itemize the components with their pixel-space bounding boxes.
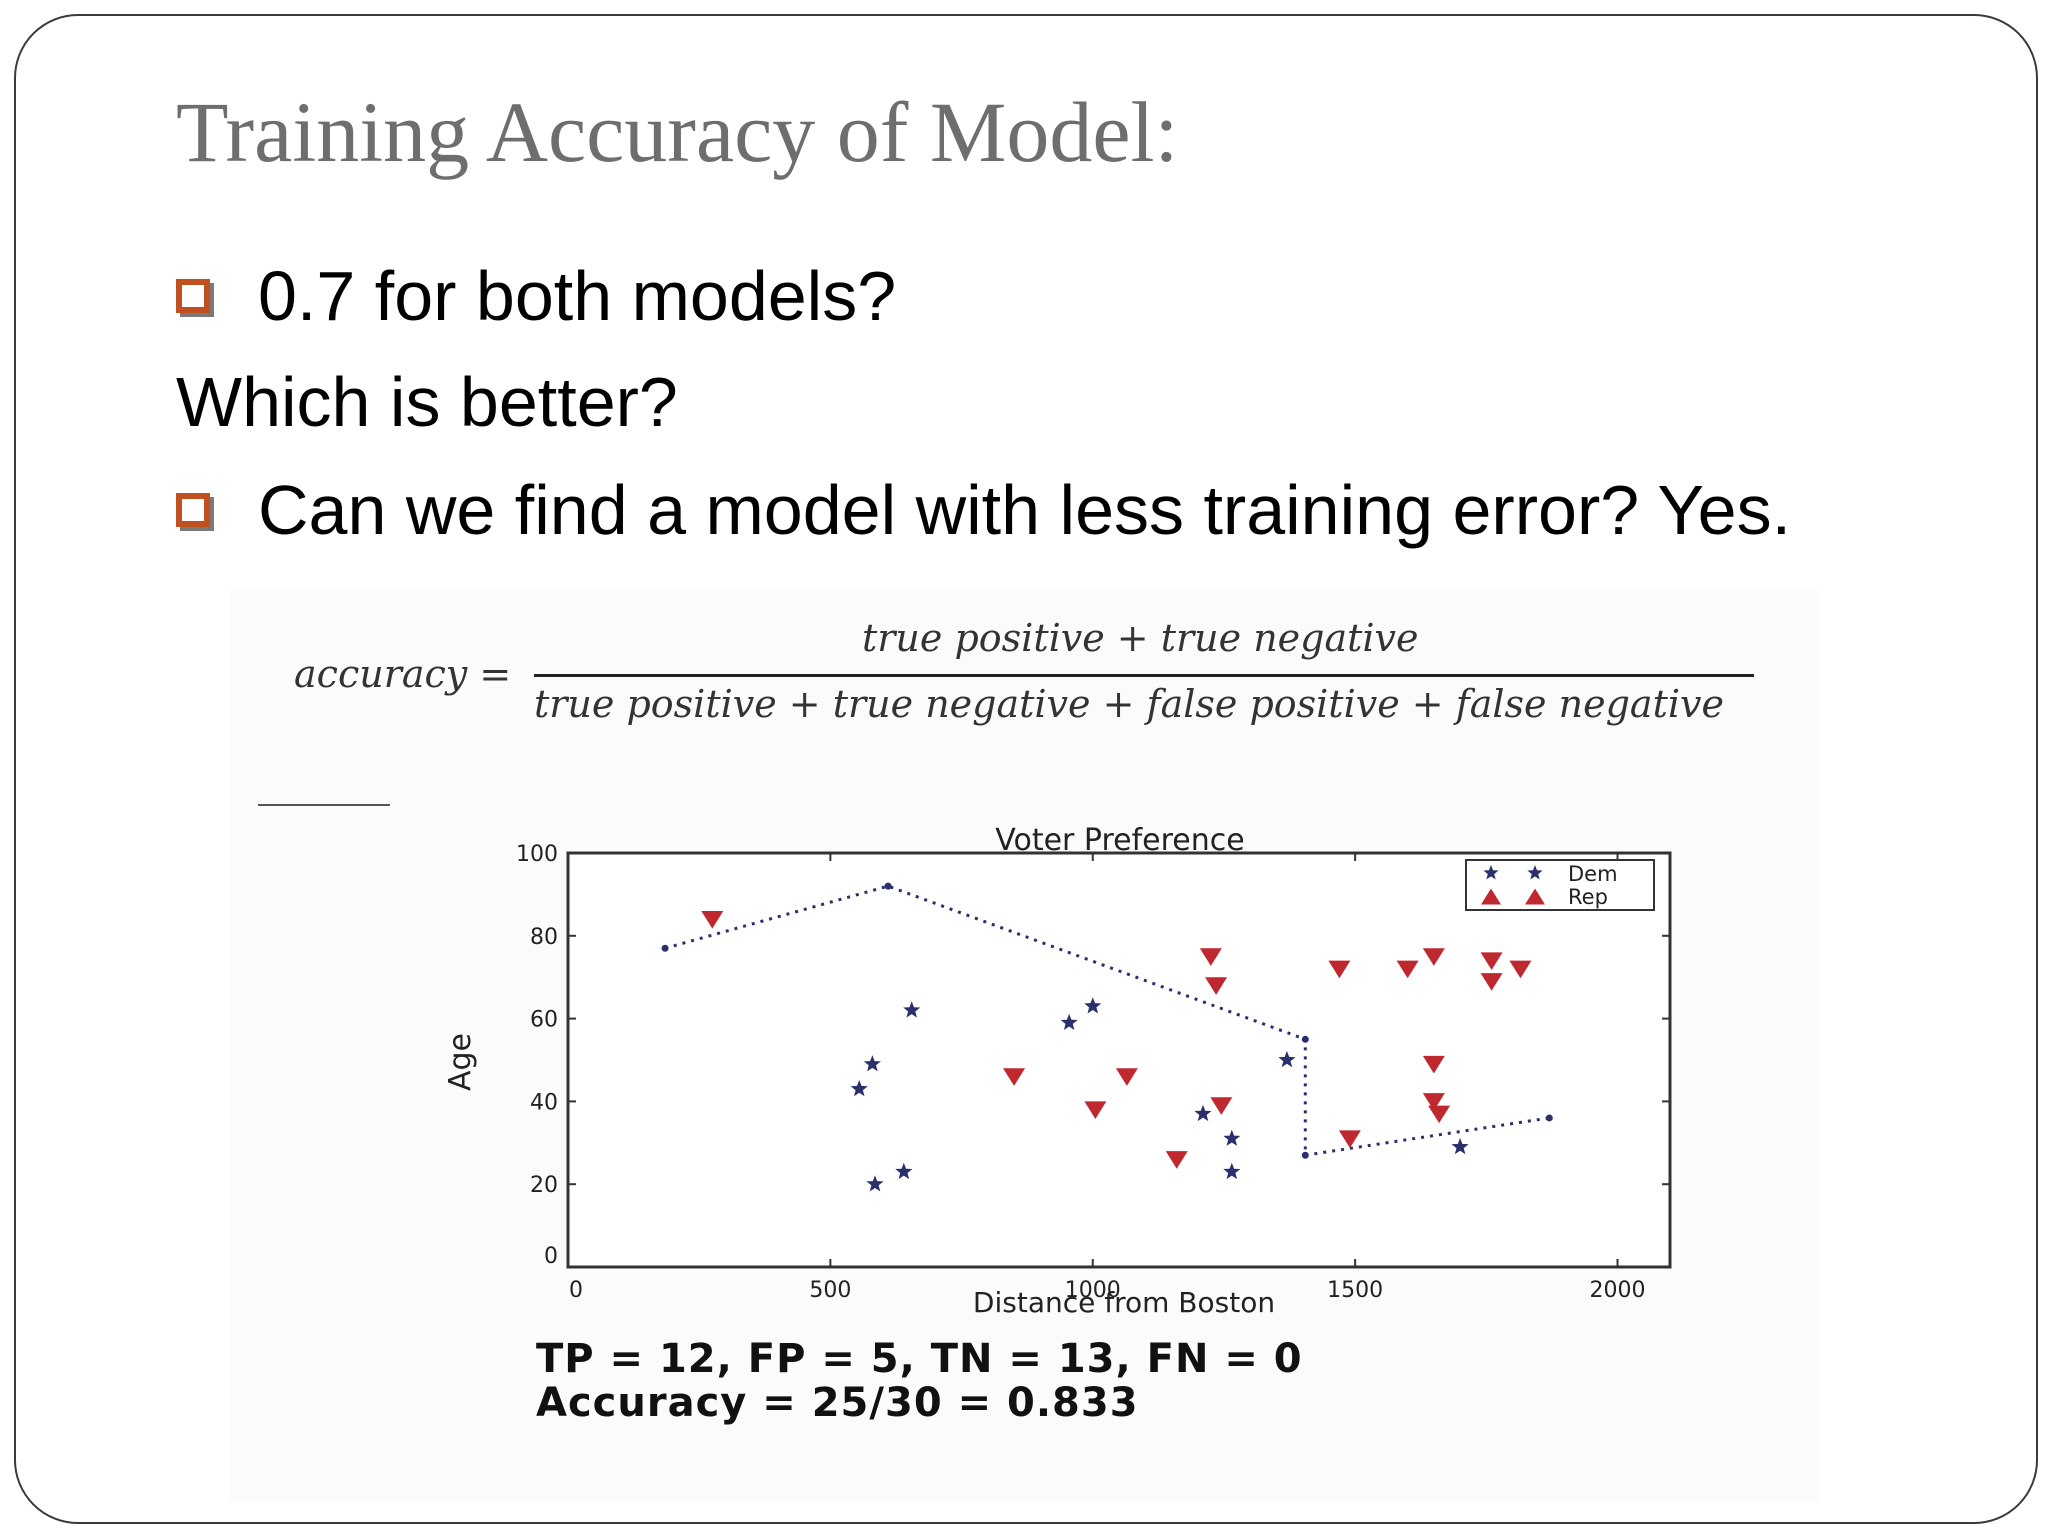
legend-rep-label: Rep [1568,885,1608,909]
rep-point [1199,948,1222,966]
bullet-item-2-text: Can we find a model with less training e… [258,471,1792,549]
rep-point [1480,952,1503,970]
bullet-item-1-text: 0.7 for both models? [258,257,897,335]
plot-area [566,851,1672,1269]
dem-point [1223,1129,1241,1146]
x-tick-label: 0 [569,1278,583,1303]
formula-numerator: true positive + true negative [862,616,1419,660]
dem-point [903,1001,921,1018]
x-axis-label: Distance from Boston [973,1286,1275,1319]
dem-point [850,1080,868,1097]
dem-point [1060,1013,1078,1030]
rep-point [1338,1130,1361,1149]
legend-dem-marker [1527,865,1543,880]
rep-point [1509,960,1532,979]
rep-point [1422,948,1445,966]
rep-point [1422,1055,1445,1074]
boundary-vertex [884,882,892,890]
formula-denominator: true positive + true negative + false po… [534,682,1724,726]
axis-ticks: 0 500 1000 1500 2000 0 20 40 60 80 100 [516,842,1670,1303]
dem-point [1084,997,1102,1014]
checkbox-bullet-icon [176,279,210,313]
rep-point [701,910,724,929]
data-markers [701,910,1532,1192]
bullet-item-2: Can we find a model with less training e… [176,470,1791,550]
dem-point [1278,1051,1296,1068]
y-tick-label: 80 [530,925,558,950]
legend-dem-marker [1483,865,1499,880]
dem-point [895,1162,913,1180]
y-tick-label: 0 [544,1244,558,1269]
slide-title: Training Accuracy of Model: [176,84,1179,180]
dem-point [863,1055,881,1072]
boundary-vertex [1301,1035,1309,1043]
y-tick-label: 100 [516,842,558,867]
rep-point [1210,1097,1233,1115]
formula-fraction-bar [534,674,1754,677]
rep-point [1328,960,1351,979]
rep-point [1084,1101,1107,1120]
y-axis-label: Age [443,1033,478,1091]
dem-point [1194,1104,1212,1122]
y-tick-label: 40 [530,1090,558,1115]
body-line: Which is better? [176,363,678,441]
bullet-item-1: 0.7 for both models? [176,256,896,336]
decision-boundary [661,882,1553,1159]
x-tick-label: 2000 [1590,1278,1646,1303]
rep-point [1422,1093,1445,1111]
rep-point [1396,960,1419,979]
x-tick-label: 500 [809,1278,851,1303]
boundary-vertex [1545,1114,1553,1122]
dem-point [1223,1162,1241,1180]
y-tick-label: 60 [530,1008,558,1033]
legend-dem-label: Dem [1568,862,1618,886]
rep-point [1165,1151,1188,1169]
stats-accuracy: Accuracy = 25/30 = 0.833 [536,1380,1139,1426]
rep-point [1480,973,1503,991]
stats-confusion: TP = 12, FP = 5, TN = 13, FN = 0 [536,1336,1303,1382]
boundary-vertex [661,944,669,952]
rep-point [1428,1105,1451,1124]
x-tick-label: 1000 [1065,1278,1121,1303]
rep-point [1115,1068,1138,1086]
dem-point [1451,1137,1469,1155]
rep-point [1205,977,1228,995]
y-tick-label: 20 [530,1173,558,1198]
legend-rep-marker [1481,888,1501,905]
formula-lhs: accuracy = [294,652,512,696]
rep-point [1003,1068,1026,1086]
boundary-vertex [1301,1151,1309,1159]
dem-point [866,1175,884,1192]
divider-line [258,804,390,806]
checkbox-bullet-icon [176,493,210,527]
x-tick-label: 1500 [1327,1278,1383,1303]
legend-rep-marker [1525,888,1545,905]
